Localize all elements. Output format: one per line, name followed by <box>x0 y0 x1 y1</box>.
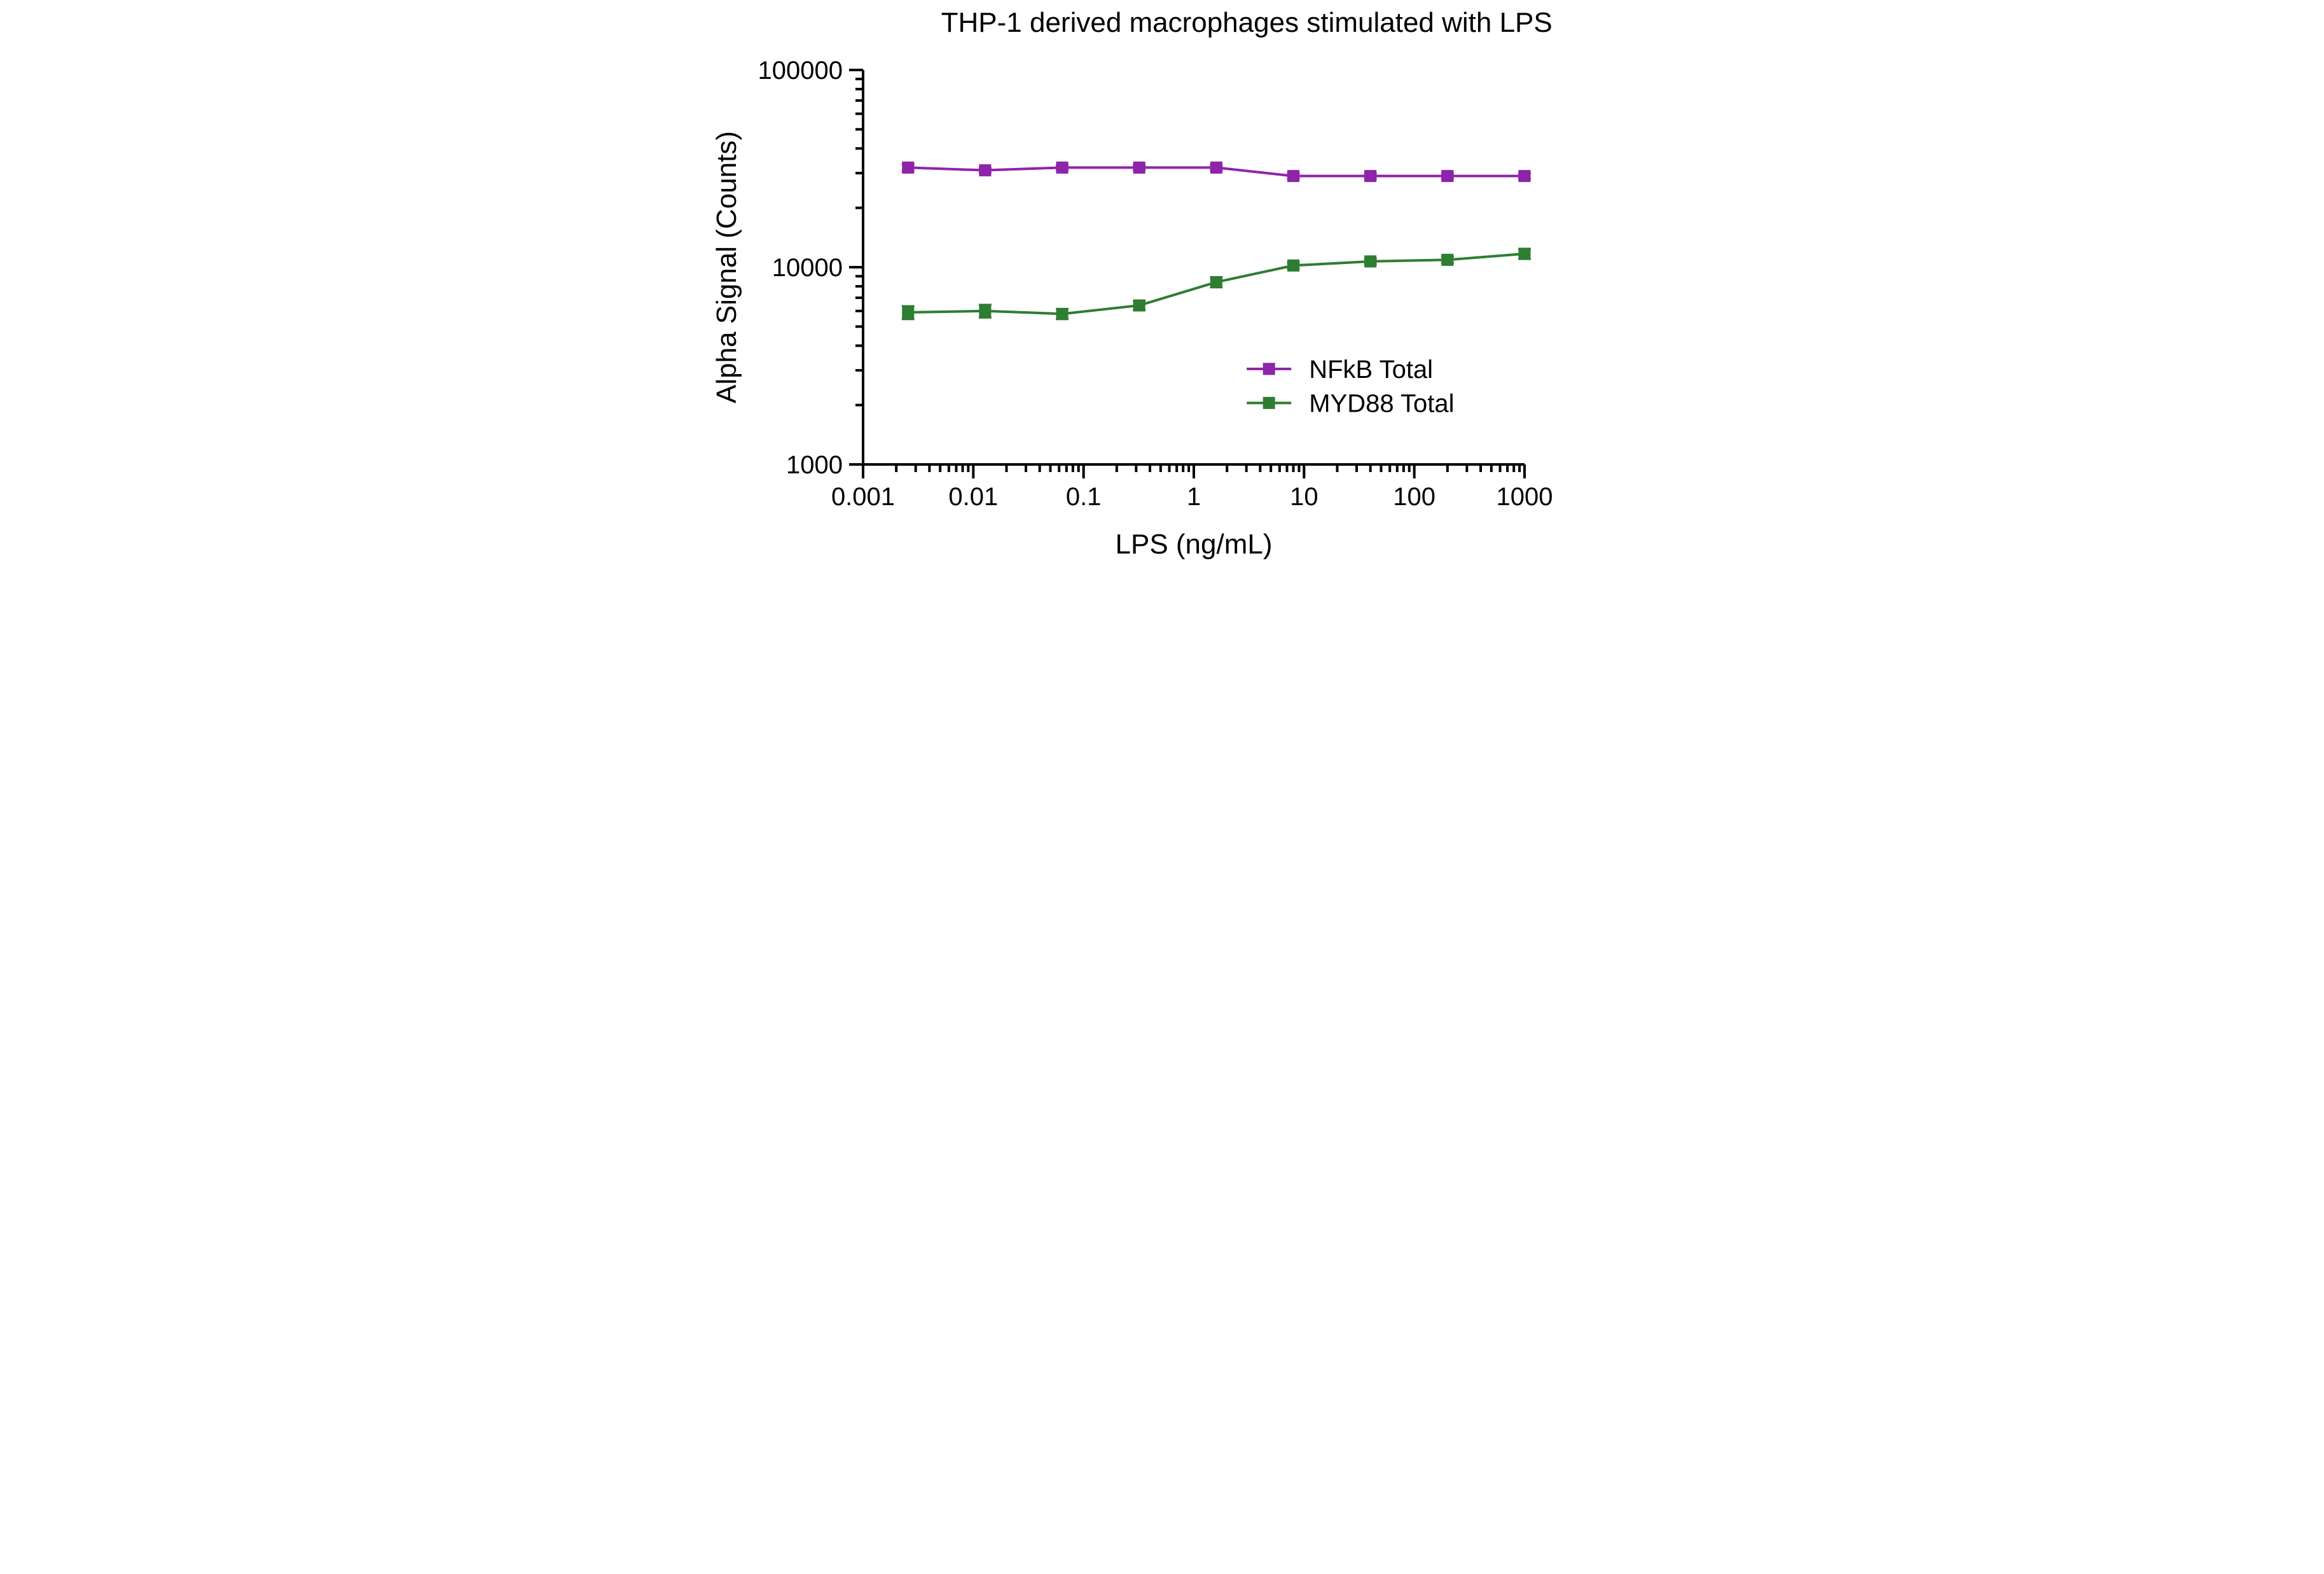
chart-svg: THP-1 derived macrophages stimulated wit… <box>698 0 1626 630</box>
series-marker <box>1056 162 1068 173</box>
legend-label: MYD88 Total <box>1309 389 1454 417</box>
x-tick-label: 10 <box>1290 483 1318 511</box>
chart-title: THP-1 derived macrophages stimulated wit… <box>941 7 1553 38</box>
series-marker <box>1519 248 1530 260</box>
y-axis-label: Alpha Signal (Counts) <box>711 131 742 403</box>
series-marker <box>1442 254 1453 265</box>
x-tick-label: 0.01 <box>948 483 998 511</box>
x-tick-label: 1 <box>1187 483 1201 511</box>
series-marker <box>1210 276 1222 288</box>
series-marker <box>1133 162 1145 173</box>
series-marker <box>903 307 914 318</box>
x-tick-label: 0.001 <box>831 483 895 511</box>
series-marker <box>1056 308 1068 319</box>
x-tick-label: 100 <box>1393 483 1435 511</box>
series-marker <box>1365 256 1376 267</box>
y-tick-label: 1000 <box>786 451 843 479</box>
series-marker <box>1210 162 1222 173</box>
series-marker <box>979 165 991 176</box>
series-marker <box>1288 260 1299 271</box>
series-marker <box>1288 171 1299 182</box>
legend-marker <box>1263 363 1275 375</box>
x-axis-label: LPS (ng/mL) <box>1116 529 1273 560</box>
series-marker <box>1133 300 1145 311</box>
y-tick-label: 100000 <box>758 57 843 85</box>
chart-container: THP-1 derived macrophages stimulated wit… <box>698 0 1626 630</box>
legend-label: NFkB Total <box>1309 356 1433 384</box>
series-marker <box>903 162 914 173</box>
series-marker <box>979 305 991 317</box>
x-tick-label: 0.1 <box>1066 483 1102 511</box>
series-marker <box>1519 171 1530 182</box>
series-marker <box>1365 171 1376 182</box>
series-marker <box>1442 171 1453 182</box>
legend-marker <box>1263 397 1275 408</box>
x-tick-label: 1000 <box>1497 483 1553 511</box>
y-tick-label: 10000 <box>772 254 843 282</box>
